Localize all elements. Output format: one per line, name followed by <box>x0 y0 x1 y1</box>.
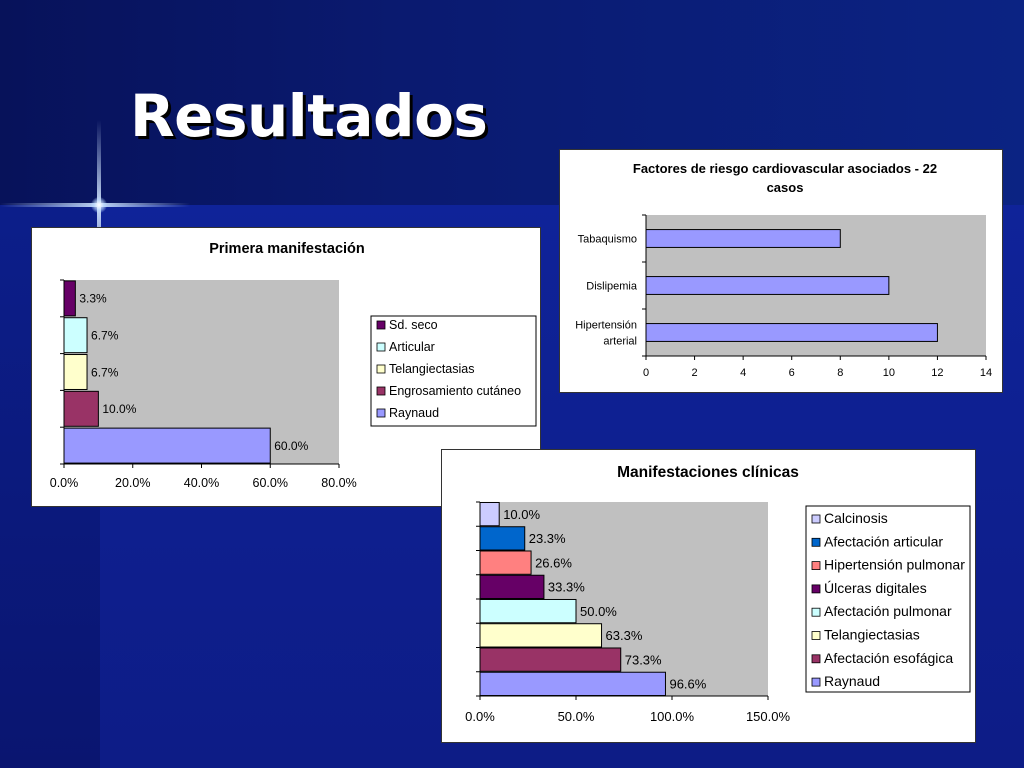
primera-bar-engrosamiento-cutaneo <box>63 390 99 427</box>
primera-bar-raynaud <box>63 427 271 464</box>
primera-legend-swatch-sd-seco <box>376 320 386 330</box>
primera-legend-box <box>370 315 537 427</box>
light-flare-center <box>91 197 107 213</box>
clinicas-bar-afectacion-pulmonar <box>479 598 577 624</box>
primera-title: Primera manifestación <box>209 241 365 257</box>
clinicas-legend-label: Calcinosis <box>824 510 888 526</box>
primera-value-label: 6.7% <box>91 329 119 343</box>
primera-bar-telangiectasias <box>63 354 88 390</box>
clinicas-title: Manifestaciones clínicas <box>617 464 799 481</box>
factores-category-label: Dislipemia <box>586 280 638 292</box>
primera-value-label: 3.3% <box>79 292 107 306</box>
primera-value-label: 6.7% <box>91 365 119 379</box>
primera-value-label: 60.0% <box>274 439 308 453</box>
clinicas-legend-label: Úlceras digitales <box>824 580 927 596</box>
chart-manifestaciones-clinicas: Manifestaciones clínicas 0.0% 50.0% 100.0% 1… <box>441 449 976 743</box>
clinicas-value-label: 63.3% <box>606 628 643 643</box>
factores-x-tick-label: 2 <box>692 367 698 379</box>
primera-value-label: 10.0% <box>102 402 136 416</box>
factores-x-tick-label: 6 <box>789 367 795 379</box>
primera-x-tick-label: 0.0% <box>50 476 79 490</box>
chart-manifestaciones-clinicas-svg: Manifestaciones clínicas 0.0% 50.0% 100.0% 1… <box>465 464 971 724</box>
clinicas-value-label: 10.0% <box>503 507 540 522</box>
clinicas-legend-label: Afectación articular <box>824 533 943 549</box>
primera-legend-swatch-raynaud <box>376 408 386 418</box>
factores-bar-dislipemia <box>645 276 890 295</box>
primera-legend-swatch-engrosamiento-cutaneo <box>376 386 386 396</box>
clinicas-value-label: 96.6% <box>669 677 706 692</box>
chart-primera-manifestacion-svg: Primera manifestación 0.0% 20.0% 40.0% 60.0%… <box>50 241 537 490</box>
factores-bar-hipertension-arterial <box>645 323 938 342</box>
clinicas-x-tick-label: 50.0% <box>558 709 595 724</box>
primera-x-tick-label: 80.0% <box>321 476 356 490</box>
factores-x-tick-label: 10 <box>883 367 895 379</box>
clinicas-legend-box <box>805 505 971 693</box>
clinicas-legend-label: Afectación esofágica <box>824 650 953 666</box>
clinicas-legend-label: Telangiectasias <box>824 627 920 643</box>
primera-legend-swatch-telangiectasias <box>376 364 386 374</box>
clinicas-legend-label: Raynaud <box>824 673 880 689</box>
primera-legend-swatch-articular <box>376 342 386 352</box>
clinicas-x-tick-label: 150.0% <box>746 709 791 724</box>
factores-x-tick-label: 0 <box>643 367 649 379</box>
primera-bar-articular <box>63 317 88 354</box>
factores-category-label: arterial <box>603 335 637 347</box>
clinicas-bar-raynaud <box>479 671 666 697</box>
primera-legend-label: Articular <box>389 340 435 354</box>
factores-category-label: Tabaquismo <box>578 233 637 245</box>
clinicas-bar-calcinosis <box>479 501 500 527</box>
clinicas-legend-swatch-telangiectasias <box>811 631 821 640</box>
clinicas-legend-swatch-hipertension-pulmonar <box>811 561 821 570</box>
primera-bar-sd-seco <box>63 280 76 317</box>
clinicas-value-label: 33.3% <box>548 580 585 595</box>
primera-legend-label: Telangiectasias <box>389 362 474 376</box>
clinicas-legend-label: Hipertensión pulmonar <box>824 557 965 573</box>
clinicas-bar-ulceras-digitales <box>479 574 545 600</box>
primera-x-tick-label: 40.0% <box>184 476 219 490</box>
clinicas-bar-telangiectasias <box>479 623 603 648</box>
clinicas-bar-afectacion-articular <box>479 526 526 551</box>
clinicas-value-label: 73.3% <box>625 652 662 667</box>
clinicas-bar-afectacion-esofagica <box>479 647 622 672</box>
factores-x-tick-label: 4 <box>740 367 746 379</box>
factores-title-line: Factores de riesgo cardiovascular asocia… <box>633 161 937 176</box>
primera-x-tick-label: 20.0% <box>115 476 150 490</box>
clinicas-legend-swatch-afectacion-pulmonar <box>811 607 821 617</box>
clinicas-legend-swatch-raynaud <box>811 677 821 687</box>
clinicas-legend-swatch-afectacion-articular <box>811 537 821 547</box>
primera-legend-label: Sd. seco <box>389 318 438 332</box>
chart-factores-riesgo-svg: Factores de riesgo cardiovascular asocia… <box>575 161 992 379</box>
clinicas-value-label: 26.6% <box>535 555 572 570</box>
primera-x-tick-label: 60.0% <box>253 476 288 490</box>
clinicas-legend-label: Afectación pulmonar <box>824 603 952 619</box>
clinicas-legend-swatch-afectacion-esofagica <box>811 654 821 664</box>
clinicas-bar-hipertension-pulmonar <box>479 550 532 575</box>
primera-legend-label: Raynaud <box>389 406 439 420</box>
chart-factores-riesgo: Factores de riesgo cardiovascular asocia… <box>559 149 1003 393</box>
clinicas-legend-swatch-calcinosis <box>811 514 821 524</box>
factores-x-tick-label: 14 <box>980 367 992 379</box>
factores-x-tick-label: 12 <box>931 367 943 379</box>
slide-title: Resultados <box>130 82 488 150</box>
factores-category-label: Hipertensión <box>575 319 637 331</box>
factores-bar-tabaquismo <box>645 229 841 248</box>
clinicas-x-tick-label: 100.0% <box>650 709 695 724</box>
clinicas-legend-swatch-ulceras-digitales <box>811 584 821 594</box>
clinicas-x-tick-label: 0.0% <box>465 709 495 724</box>
factores-x-tick-label: 8 <box>837 367 843 379</box>
light-flare-vertical <box>97 120 101 310</box>
primera-legend-label: Engrosamiento cutáneo <box>389 384 521 398</box>
clinicas-value-label: 50.0% <box>580 604 617 619</box>
clinicas-value-label: 23.3% <box>529 531 566 546</box>
factores-title-line: casos <box>767 180 804 195</box>
